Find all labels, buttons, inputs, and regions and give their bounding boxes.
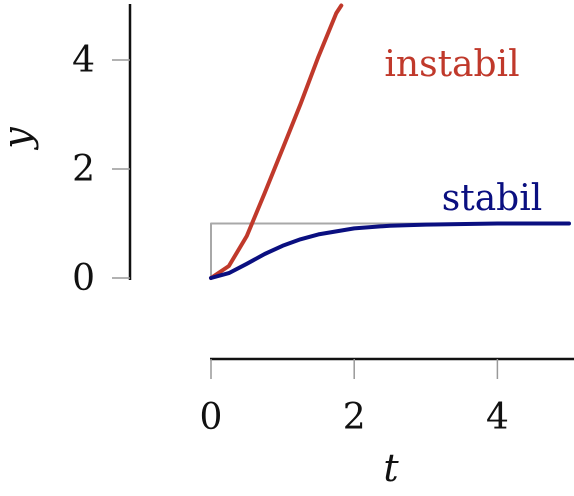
x-axis-label: t: [383, 446, 399, 490]
y-axis-label: y: [0, 127, 39, 151]
y-tick-label: 0: [72, 258, 95, 299]
x-tick-label: 0: [200, 397, 223, 438]
y-tick-label: 4: [72, 40, 95, 81]
series-label-instabil: instabil: [384, 44, 519, 85]
x-tick-label: 2: [343, 397, 366, 438]
y-tick-label: 2: [72, 149, 95, 190]
x-tick-label: 4: [486, 397, 509, 438]
series-line-instabil: [211, 6, 341, 279]
series-line-stabil: [211, 224, 569, 279]
series-label-stabil: stabil: [442, 178, 542, 219]
reference-step-line: [211, 224, 569, 279]
